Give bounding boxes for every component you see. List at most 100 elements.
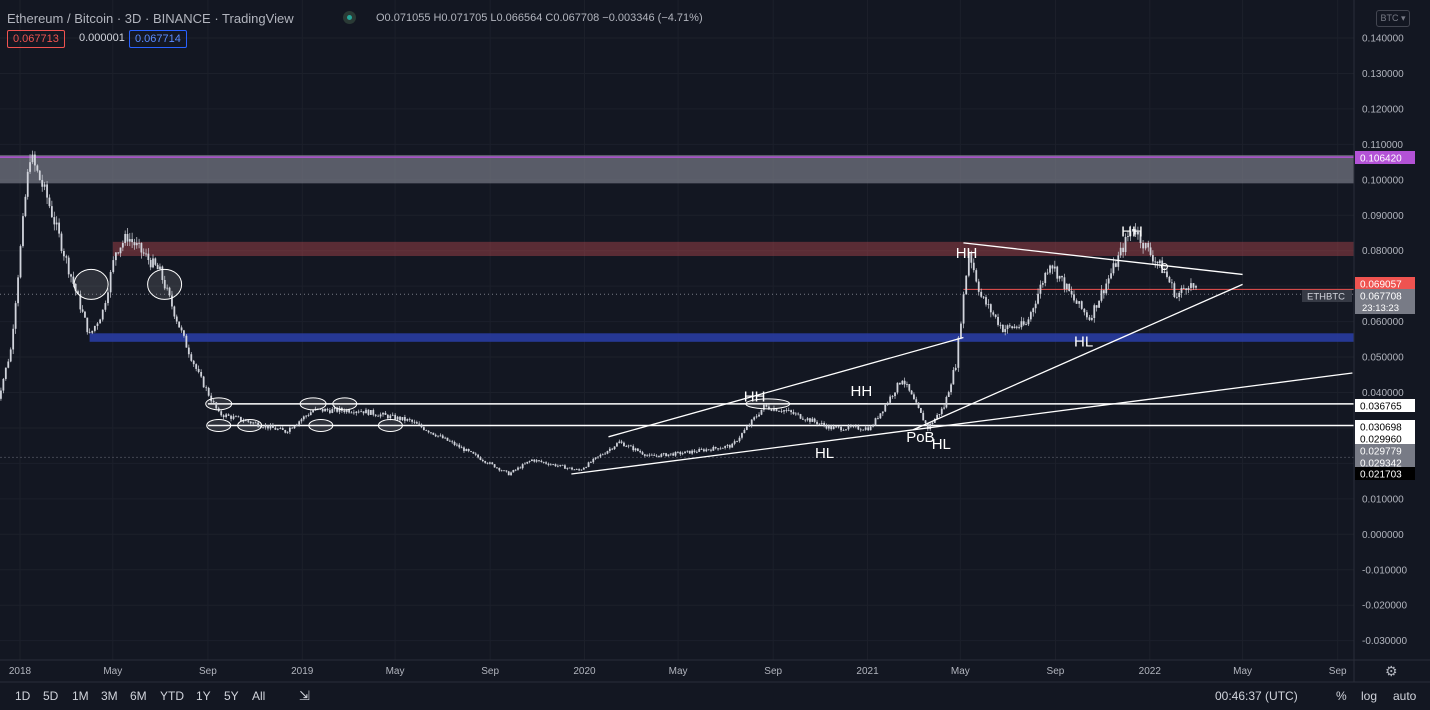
- candle-body: [60, 233, 63, 251]
- candle-body: [768, 406, 770, 410]
- candle-body: [121, 242, 124, 248]
- candle-body: [109, 272, 112, 293]
- candle-body: [1112, 263, 1115, 274]
- candle-body: [830, 425, 833, 430]
- candle-body: [63, 250, 65, 257]
- symbol-title[interactable]: Ethereum / Bitcoin · 3D · BINANCE · Trad…: [7, 11, 294, 26]
- candle-body: [411, 419, 414, 422]
- tf-1d[interactable]: 1D: [15, 689, 31, 703]
- candle-body: [568, 467, 571, 469]
- trendline[interactable]: [912, 283, 1243, 431]
- candle-body: [604, 453, 607, 455]
- currency-button[interactable]: BTC ▾: [1376, 10, 1410, 27]
- highlight-circle: [308, 418, 334, 432]
- candle-body: [1117, 255, 1120, 267]
- candle-body: [542, 461, 545, 463]
- candle-body: [205, 387, 208, 389]
- candle-body: [620, 441, 623, 443]
- candle-body: [835, 426, 838, 428]
- candle-body: [608, 448, 611, 452]
- price-label-bg: [1355, 277, 1415, 290]
- candle-body: [50, 206, 53, 218]
- candle-body: [556, 465, 559, 467]
- buy-button[interactable]: 0.067714: [129, 30, 187, 48]
- candle-body: [439, 435, 442, 437]
- candle-body: [295, 424, 298, 427]
- tf-ytd[interactable]: YTD: [160, 689, 184, 703]
- candle-body: [254, 422, 257, 424]
- candle-body: [517, 467, 519, 470]
- y-tick-label: 0.140000: [1362, 34, 1404, 45]
- sell-button[interactable]: 0.067713: [7, 30, 65, 48]
- tf-5d[interactable]: 5D: [43, 689, 59, 703]
- tf-1y[interactable]: 1Y: [196, 689, 211, 703]
- candle-body: [693, 450, 696, 452]
- candle-body: [379, 414, 382, 417]
- tf-6m[interactable]: 6M: [130, 689, 147, 703]
- candle-body: [422, 427, 425, 430]
- candle-body: [1018, 327, 1021, 329]
- candle-body: [119, 247, 122, 254]
- candle-body: [374, 414, 377, 416]
- candle-body: [889, 396, 892, 403]
- percent-toggle[interactable]: %: [1336, 689, 1347, 703]
- candle-body: [384, 412, 387, 415]
- candle-body: [731, 443, 734, 448]
- candle-body: [1158, 260, 1161, 264]
- candle-body: [827, 425, 830, 429]
- x-tick-label: 2018: [9, 666, 32, 677]
- tf-3m[interactable]: 3M: [101, 689, 118, 703]
- candle-body: [601, 454, 604, 456]
- tf-1m[interactable]: 1M: [72, 689, 89, 703]
- zones: [0, 154, 1354, 458]
- trendline[interactable]: [571, 372, 1353, 475]
- highlight-circle: [745, 398, 791, 410]
- candle-body: [1139, 231, 1142, 243]
- candle-body: [660, 454, 663, 457]
- candle-body: [279, 428, 282, 429]
- candle-body: [825, 425, 828, 429]
- candle-body: [147, 253, 150, 261]
- compare-icon[interactable]: ⇲: [299, 688, 310, 703]
- log-toggle[interactable]: log: [1361, 689, 1378, 703]
- time-axis[interactable]: 2018 May Sep 2019 May Sep 2020 May Sep 2021 May Sep…: [9, 666, 1347, 677]
- candle-body: [650, 454, 653, 456]
- utc-clock[interactable]: 00:46:37 (UTC): [1215, 689, 1298, 703]
- candle-body: [1022, 321, 1025, 325]
- candle-body: [267, 425, 269, 429]
- tf-5y[interactable]: 5Y: [224, 689, 239, 703]
- trendline[interactable]: [963, 242, 1243, 276]
- candle-body: [1029, 312, 1032, 320]
- symbol-tag-bg: [1302, 290, 1352, 302]
- candle-body: [714, 446, 717, 449]
- candle-body: [989, 304, 992, 313]
- candle-body: [152, 258, 154, 268]
- highlight-circle: [1160, 263, 1168, 271]
- x-tick-label: May: [103, 666, 122, 677]
- candle-body: [1149, 247, 1152, 256]
- candle-body: [597, 456, 599, 458]
- candle-body: [446, 437, 449, 441]
- candle-body: [760, 409, 763, 415]
- annotation-label: HH: [744, 388, 766, 405]
- candle-body: [672, 453, 675, 456]
- auto-toggle[interactable]: auto: [1393, 689, 1417, 703]
- candle-body: [804, 419, 807, 421]
- candle-body: [818, 423, 821, 425]
- trendline[interactable]: [608, 336, 964, 438]
- candle-body: [750, 419, 753, 426]
- candle-body: [124, 233, 127, 243]
- tf-all[interactable]: All: [252, 689, 266, 703]
- candle-body: [975, 270, 978, 282]
- candle-body: [726, 445, 729, 447]
- highlight-circle: [205, 397, 233, 411]
- candle-body: [519, 467, 522, 469]
- x-tick-label: 2022: [1139, 666, 1162, 677]
- candle-body: [773, 408, 775, 411]
- candle-body: [17, 277, 19, 304]
- candle-body: [970, 252, 973, 263]
- annotation-label: HH: [1121, 224, 1143, 241]
- candle-body: [952, 370, 955, 385]
- gear-icon[interactable]: ⚙: [1385, 663, 1398, 679]
